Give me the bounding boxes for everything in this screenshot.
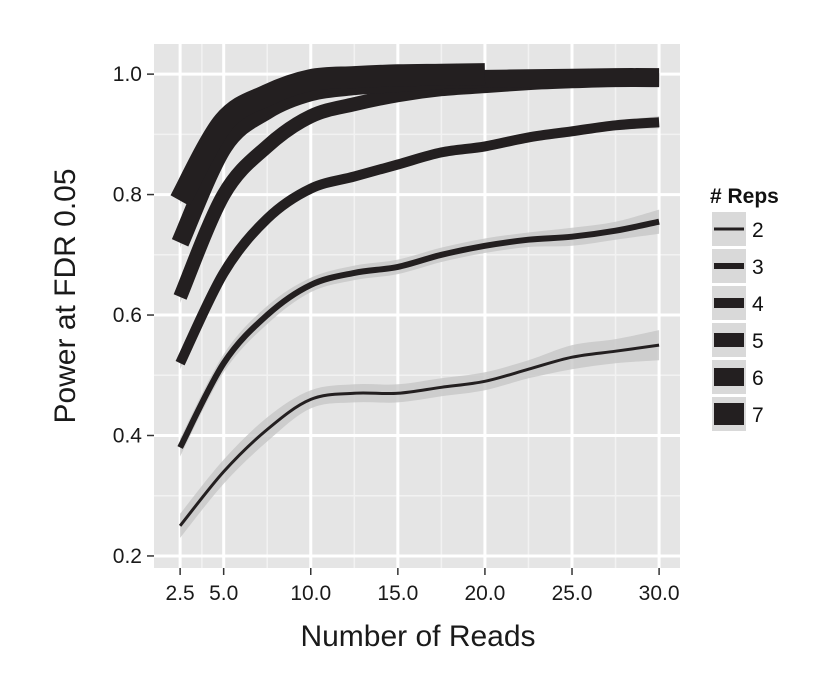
legend-label-reps-7: 7 — [752, 404, 764, 427]
legend-title: # Reps — [710, 185, 779, 208]
line-reps-4 — [175, 117, 660, 366]
legend-label-reps-3: 3 — [752, 256, 764, 279]
x-tick-label: 30.0 — [639, 582, 680, 605]
x-tick-label: 25.0 — [552, 582, 593, 605]
series-lines — [170, 63, 660, 527]
x-tick-label: 20.0 — [464, 582, 505, 605]
y-tick-label: 0.2 — [113, 545, 142, 568]
x-tick-label: 2.5 — [166, 582, 195, 605]
x-tick-label: 10.0 — [290, 582, 331, 605]
legend-label-reps-2: 2 — [752, 219, 764, 242]
x-tick-label: 15.0 — [377, 582, 418, 605]
y-axis-title: Power at FDR 0.05 — [49, 168, 82, 423]
x-axis-title: Number of Reads — [300, 620, 535, 653]
y-tick-label: 1.0 — [113, 63, 142, 86]
y-tick-label: 0.6 — [113, 304, 142, 327]
line-reps-3 — [177, 218, 660, 449]
legend-label-reps-5: 5 — [752, 330, 764, 353]
line-reps-7 — [170, 63, 486, 206]
legend: # Reps 2 3 4 5 6 7 — [710, 185, 779, 431]
y-axis: 0.2 0.4 0.6 0.8 1.0 — [113, 63, 154, 568]
legend-label-reps-6: 6 — [752, 367, 764, 390]
x-tick-label: 5.0 — [209, 582, 238, 605]
y-tick-label: 0.8 — [113, 184, 142, 207]
x-axis: 2.5 5.0 10.0 15.0 20.0 25.0 30.0 — [166, 568, 680, 605]
y-tick-label: 0.4 — [113, 424, 143, 447]
line-reps-2 — [178, 343, 660, 527]
legend-label-reps-4: 4 — [752, 293, 764, 316]
